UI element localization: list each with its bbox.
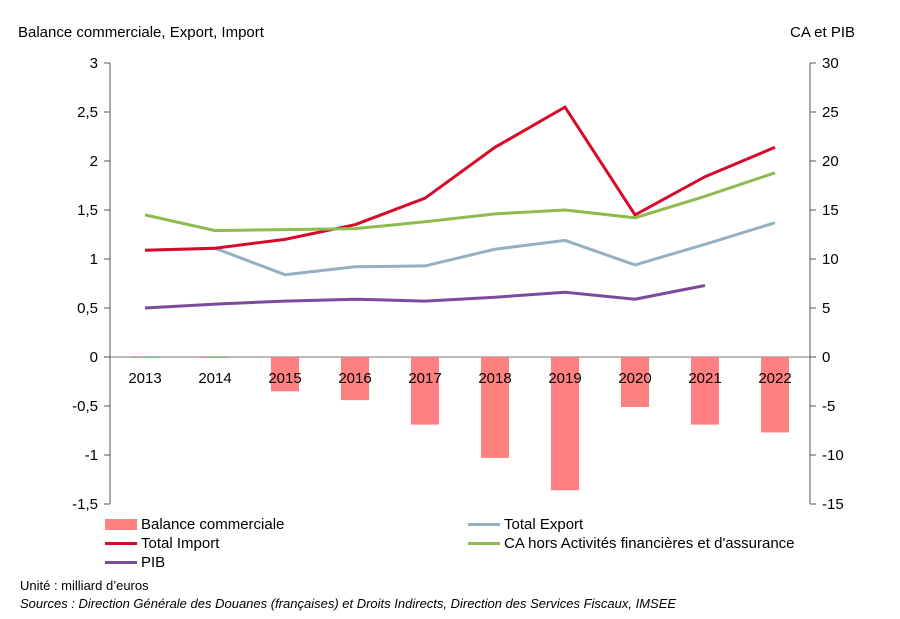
right-tick-label: 25: [822, 104, 839, 121]
left-axis-title: Balance commerciale, Export, Import: [18, 24, 264, 41]
right-tick-label: 15: [822, 202, 839, 219]
bar-balance-commerciale: [341, 357, 369, 401]
x-tick-label: 2021: [688, 370, 721, 387]
legend-label-pib: PIB: [141, 554, 166, 571]
x-tick-label: 2022: [758, 370, 791, 387]
bar-balance-commerciale: [691, 357, 719, 425]
x-tick-label: 2013: [128, 370, 161, 387]
right-tick-label: 0: [822, 349, 830, 366]
unit-note: Unité : milliard d’euros: [20, 578, 149, 593]
left-tick-label: -1,5: [72, 496, 98, 513]
legend-item-balance: Balance commerciale: [105, 516, 284, 533]
right-tick-label: 5: [822, 300, 830, 317]
legend-swatch-ca: [468, 542, 500, 545]
right-axis-title: CA et PIB: [790, 24, 856, 41]
x-tick-label: 2017: [408, 370, 441, 387]
bar-balance-commerciale: [481, 357, 509, 458]
legend-label-ca: CA hors Activités financières et d'assur…: [504, 535, 795, 552]
bar-balance-commerciale: [621, 357, 649, 407]
line-total: [144, 221, 776, 277]
left-tick-label: 1: [90, 251, 98, 268]
x-tick-label: 2016: [338, 370, 371, 387]
x-tick-label: 2015: [268, 370, 301, 387]
legend-swatch-pib: [105, 561, 137, 564]
legend-item-import: Total Import: [105, 535, 219, 552]
legend-swatch-export: [468, 523, 500, 526]
right-tick-label: -10: [822, 447, 844, 464]
bar-balance-commerciale: [551, 357, 579, 491]
right-tick-label: -5: [822, 398, 835, 415]
legend-swatch-import: [105, 542, 137, 545]
left-tick-label: 2,5: [77, 104, 98, 121]
line-pib: [144, 284, 706, 310]
left-tick-label: 0,5: [77, 300, 98, 317]
bar-balance-commerciale: [761, 357, 789, 433]
bar-balance-commerciale: [271, 357, 299, 392]
bar-balance-commerciale: [201, 357, 229, 358]
left-tick-label: 3: [90, 55, 98, 72]
line-total: [144, 105, 776, 252]
x-tick-label: 2019: [548, 370, 581, 387]
legend-item-ca: CA hors Activités financières et d'assur…: [468, 535, 795, 552]
legend-item-export: Total Export: [468, 516, 583, 533]
right-tick-label: 10: [822, 251, 839, 268]
x-tick-label: 2018: [478, 370, 511, 387]
left-tick-label: -0,5: [72, 398, 98, 415]
right-tick-label: 20: [822, 153, 839, 170]
legend-label-balance: Balance commerciale: [141, 516, 285, 533]
left-tick-label: 0: [90, 349, 98, 366]
left-tick-label: 1,5: [77, 202, 98, 219]
legend-swatch-balance: [105, 519, 137, 530]
right-tick-label: -15: [822, 496, 844, 513]
legend-label-export: Total Export: [504, 516, 584, 533]
bar-balance-commerciale: [131, 357, 159, 358]
line-ca: [144, 171, 776, 233]
left-tick-label: 2: [90, 153, 98, 170]
x-tick-label: 2020: [618, 370, 651, 387]
legend-item-pib: PIB: [105, 554, 165, 571]
left-tick-label: -1: [85, 447, 98, 464]
bar-balance-commerciale: [411, 357, 439, 425]
legend-label-import: Total Import: [141, 535, 220, 552]
sources-note: Sources : Direction Générale des Douanes…: [20, 596, 677, 611]
right-tick-label: 30: [822, 55, 839, 72]
x-tick-label: 2014: [198, 370, 231, 387]
